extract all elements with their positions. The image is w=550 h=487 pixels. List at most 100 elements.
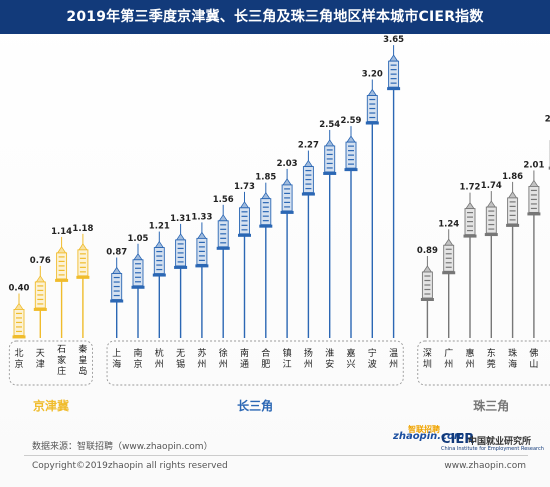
bar-crown <box>261 191 271 200</box>
bar-base <box>238 233 251 237</box>
bar: 1.86 <box>502 172 523 338</box>
category-label: 嘉兴 <box>346 347 355 370</box>
bar-base <box>387 87 401 91</box>
category-label: 南京 <box>133 347 142 370</box>
bar: 0.89 <box>417 246 438 338</box>
bar-crown <box>282 178 292 186</box>
bar: 2.03 <box>277 159 298 338</box>
region-label: 长三角 <box>237 398 273 413</box>
category-label: 惠州 <box>465 347 474 370</box>
website-link[interactable]: www.zhaopin.com <box>444 461 526 471</box>
bar: 1.74 <box>481 181 502 338</box>
bar: 1.31 <box>170 214 191 338</box>
data-label: 1.73 <box>234 182 255 192</box>
data-label: 2.61 <box>545 115 550 125</box>
bar: 1.33 <box>191 212 212 338</box>
bar-crown <box>175 233 186 241</box>
bar: 1.56 <box>213 195 234 338</box>
bar-base <box>548 166 550 170</box>
bar-base <box>323 171 337 175</box>
data-label: 1.56 <box>213 195 234 205</box>
data-label: 0.40 <box>9 283 30 293</box>
data-label: 1.05 <box>128 234 149 244</box>
category-label: 石家庄 <box>57 345 66 377</box>
bar-crown <box>367 88 378 96</box>
data-label: 2.59 <box>341 116 362 126</box>
bar-base <box>463 234 477 238</box>
bar-base <box>152 273 166 277</box>
data-label: 1.21 <box>149 222 170 232</box>
bar: 1.24 <box>438 219 459 338</box>
bar-crown <box>56 246 67 254</box>
cier-logo-cn: 中国就业研究所 <box>468 437 532 447</box>
data-label: 1.74 <box>481 181 502 191</box>
bar-crown <box>133 253 143 261</box>
region-box <box>106 340 404 386</box>
data-label: 1.24 <box>438 219 459 229</box>
bar: 1.05 <box>128 234 149 338</box>
bar-crown <box>486 200 497 208</box>
data-source: 数据来源：智联招聘（www.zhaopin.com） <box>32 442 213 452</box>
category-label: 温州 <box>389 348 398 370</box>
bar: 2.01 <box>523 160 544 338</box>
region-1: 0.87 上海 1.05 南京 1.21 杭州 1.31 无锡 1.33 苏州 1.56 徐州 1.73… <box>106 35 404 413</box>
bar-crown <box>239 201 250 209</box>
bar-base <box>259 224 273 228</box>
bar-base <box>12 335 26 339</box>
cier-logo-en: China Institute for Employment Research <box>441 446 544 452</box>
bar-base <box>344 168 358 172</box>
category-label: 扬州 <box>304 347 313 370</box>
data-label: 2.01 <box>523 160 544 170</box>
bar-crown <box>443 238 454 246</box>
bar-base <box>442 271 456 275</box>
data-label: 1.33 <box>191 212 212 222</box>
chart-title: 2019年第三季度京津冀、长三角及珠三角地区样本城市CIER指数 <box>0 0 550 34</box>
category-label: 无锡 <box>176 348 185 370</box>
data-label: 1.72 <box>460 183 481 193</box>
bar-crown <box>507 191 518 199</box>
region-label: 珠三角 <box>473 398 509 413</box>
bar-base <box>195 264 209 268</box>
bar-crown <box>35 275 46 283</box>
bar-base <box>55 278 69 282</box>
bar-base <box>33 307 47 311</box>
bar-base <box>527 212 541 216</box>
bar-crown <box>154 240 165 248</box>
category-label: 淮安 <box>325 348 334 370</box>
region-label: 京津冀 <box>33 398 69 413</box>
bar-crown <box>218 214 228 222</box>
copyright: Copyright©2019zhaopin all rights reserve… <box>32 461 228 471</box>
category-label: 上海 <box>112 348 121 370</box>
bar-crown <box>111 266 122 274</box>
data-label: 0.76 <box>30 256 51 266</box>
category-label: 佛山 <box>529 347 538 370</box>
bar: 3.65 <box>383 35 404 338</box>
bar: 2.54 <box>319 120 340 338</box>
category-label: 深圳 <box>423 348 432 370</box>
bar: 1.14 <box>51 227 72 338</box>
category-label: 合肥 <box>261 347 270 370</box>
bar-crown <box>324 139 335 147</box>
region-2: 0.89 深圳 1.24 广州 1.72 惠州 1.74 东莞 1.86 珠海 2.01 佛山 2.61… <box>417 115 550 413</box>
data-label: 0.89 <box>417 246 438 256</box>
data-label: 1.31 <box>170 214 191 224</box>
bar: 1.21 <box>149 222 170 338</box>
bar: 0.76 <box>30 256 51 338</box>
category-label: 天津 <box>36 349 45 370</box>
bar-crown <box>14 302 24 310</box>
data-label: 0.87 <box>106 248 127 258</box>
bar: 2.59 <box>341 116 362 338</box>
footer-divider <box>24 455 528 456</box>
bar-crown <box>422 265 433 273</box>
data-label: 1.86 <box>502 172 523 182</box>
bar-base <box>484 233 498 237</box>
category-label: 东莞 <box>487 347 496 370</box>
category-label: 南通 <box>240 347 249 370</box>
category-label: 秦皇岛 <box>78 343 87 377</box>
region-box <box>8 340 93 386</box>
bar-crown <box>78 243 88 251</box>
bar: 1.18 <box>72 224 93 338</box>
